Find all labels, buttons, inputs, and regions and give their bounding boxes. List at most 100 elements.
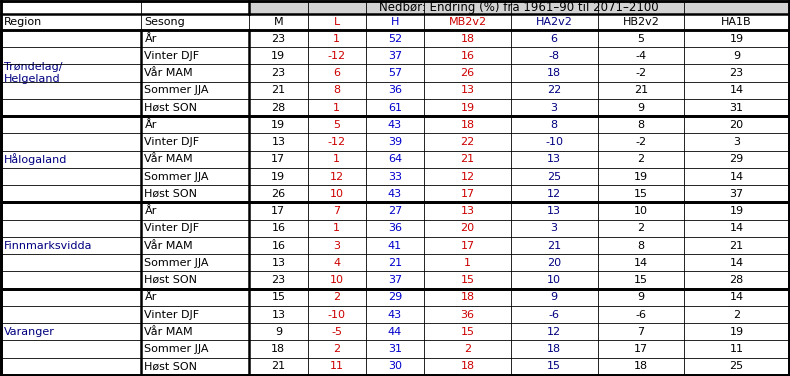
Bar <box>684 64 789 82</box>
Text: 17: 17 <box>461 241 475 250</box>
Text: 28: 28 <box>729 275 743 285</box>
Text: 23: 23 <box>729 68 743 78</box>
Bar <box>424 99 511 116</box>
Text: 9: 9 <box>638 103 645 112</box>
Text: 18: 18 <box>547 344 561 354</box>
Bar <box>424 306 511 323</box>
Text: 3: 3 <box>551 103 558 112</box>
Text: Vår MAM: Vår MAM <box>145 327 193 337</box>
Bar <box>1 116 141 202</box>
Text: -6: -6 <box>635 309 646 320</box>
Bar <box>684 306 789 323</box>
Bar <box>141 133 249 151</box>
Bar <box>141 82 249 99</box>
Bar <box>141 271 249 289</box>
Bar <box>141 185 249 202</box>
Text: 22: 22 <box>547 85 562 95</box>
Bar <box>597 254 684 271</box>
Text: 16: 16 <box>461 51 475 61</box>
Bar <box>424 30 511 47</box>
Bar <box>307 168 366 185</box>
Text: År: År <box>145 206 156 216</box>
Bar <box>366 151 424 168</box>
Text: 5: 5 <box>333 120 340 130</box>
Text: 1: 1 <box>333 33 340 44</box>
Bar <box>307 271 366 289</box>
Text: 18: 18 <box>547 68 561 78</box>
Bar <box>141 237 249 254</box>
Text: 15: 15 <box>634 189 648 199</box>
Bar <box>511 116 597 133</box>
Bar <box>307 254 366 271</box>
Text: 18: 18 <box>634 361 648 371</box>
Text: Region: Region <box>4 17 43 27</box>
Text: 18: 18 <box>461 33 475 44</box>
Bar <box>1 289 141 375</box>
Text: 17: 17 <box>461 189 475 199</box>
Bar <box>307 47 366 64</box>
Text: 1: 1 <box>464 258 471 268</box>
Text: -2: -2 <box>635 68 646 78</box>
Bar <box>307 237 366 254</box>
Text: 21: 21 <box>729 241 743 250</box>
Text: 21: 21 <box>634 85 648 95</box>
Text: 19: 19 <box>729 206 743 216</box>
Bar <box>597 47 684 64</box>
Bar <box>424 185 511 202</box>
Bar <box>511 306 597 323</box>
Text: 27: 27 <box>388 206 402 216</box>
Text: 18: 18 <box>461 120 475 130</box>
Text: 9: 9 <box>638 293 645 302</box>
Bar <box>684 30 789 47</box>
Text: 39: 39 <box>388 137 402 147</box>
Bar <box>684 237 789 254</box>
Bar <box>684 14 789 30</box>
Bar <box>249 254 307 271</box>
Bar <box>249 358 307 375</box>
Bar <box>684 116 789 133</box>
Bar <box>597 99 684 116</box>
Bar <box>424 14 511 30</box>
Bar <box>511 168 597 185</box>
Bar <box>511 358 597 375</box>
Text: Høst SON: Høst SON <box>145 189 198 199</box>
Bar <box>424 237 511 254</box>
Text: 10: 10 <box>634 206 648 216</box>
Bar <box>511 289 597 306</box>
Bar <box>597 30 684 47</box>
Text: Trøndelag/
Helgeland: Trøndelag/ Helgeland <box>4 62 62 84</box>
Bar <box>684 185 789 202</box>
Text: 57: 57 <box>388 68 402 78</box>
Bar <box>307 306 366 323</box>
Bar <box>249 1 789 14</box>
Bar <box>597 341 684 358</box>
Text: 13: 13 <box>272 258 285 268</box>
Text: Vår MAM: Vår MAM <box>145 241 193 250</box>
Bar <box>424 358 511 375</box>
Bar <box>141 30 249 47</box>
Bar <box>511 237 597 254</box>
Text: 20: 20 <box>461 223 475 233</box>
Text: 10: 10 <box>329 275 344 285</box>
Bar <box>307 99 366 116</box>
Bar <box>424 202 511 220</box>
Text: 64: 64 <box>388 154 402 164</box>
Text: 8: 8 <box>638 120 645 130</box>
Text: 26: 26 <box>271 189 285 199</box>
Text: 2: 2 <box>638 154 645 164</box>
Text: Vinter DJF: Vinter DJF <box>145 223 200 233</box>
Bar <box>597 237 684 254</box>
Text: 21: 21 <box>388 258 402 268</box>
Text: Finnmarksvidda: Finnmarksvidda <box>4 241 92 250</box>
Text: 10: 10 <box>329 189 344 199</box>
Bar <box>366 14 424 30</box>
Bar <box>141 220 249 237</box>
Bar <box>511 151 597 168</box>
Bar <box>307 151 366 168</box>
Text: 26: 26 <box>461 68 475 78</box>
Bar <box>511 14 597 30</box>
Bar <box>684 99 789 116</box>
Text: 28: 28 <box>271 103 285 112</box>
Bar <box>597 323 684 341</box>
Text: 12: 12 <box>329 171 344 182</box>
